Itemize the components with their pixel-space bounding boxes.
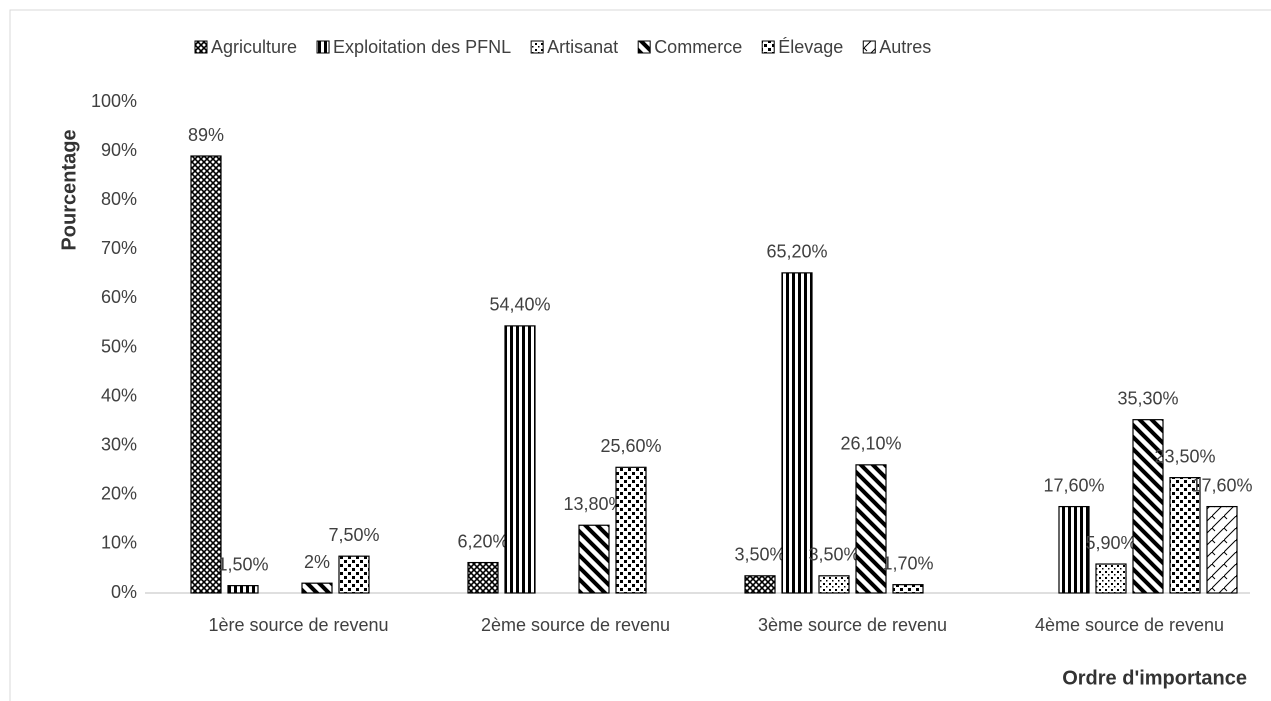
x-axis-title: Ordre d'importance [1062,667,1247,689]
bar [578,524,610,594]
legend-swatch [530,40,544,54]
legend-label: Élevage [778,37,843,57]
bar [338,555,370,594]
bar [467,561,499,594]
y-tick-label: 20% [101,484,137,504]
value-label: 54,40% [489,295,550,315]
legend-swatch [761,40,775,54]
bar [1095,563,1127,594]
bar [892,584,924,594]
x-tick-label: 4ème source de revenu [1035,615,1224,635]
bar [1132,419,1164,594]
x-tick-label: 2ème source de revenu [481,615,670,635]
y-tick-label: 90% [101,140,137,160]
value-label: 17,60% [1191,475,1252,495]
x-tick-label: 3ème source de revenu [758,615,947,635]
value-label: 13,80% [563,494,624,514]
y-tick-label: 70% [101,238,137,258]
bar [818,575,850,594]
bar [301,582,333,594]
legend-swatch [637,40,651,54]
value-label: 1,50% [217,554,268,574]
bar [855,464,887,594]
bar [1058,505,1090,594]
y-axis-title: Pourcentage [58,129,80,250]
y-tick-label: 60% [101,287,137,307]
value-label: 26,10% [840,434,901,454]
legend-swatch [862,40,876,54]
bar [504,325,536,594]
value-label: 3,50% [734,545,785,565]
legend-label: Agriculture [211,37,297,57]
y-tick-label: 0% [111,582,137,602]
legend-label: Exploitation des PFNL [333,37,511,57]
legend-label: Artisanat [547,37,618,57]
y-tick-label: 80% [101,189,137,209]
value-label: 5,90% [1085,533,1136,553]
legend-label: Autres [879,37,931,57]
y-tick-label: 40% [101,385,137,405]
bar [227,585,259,594]
value-label: 65,20% [766,242,827,262]
y-tick-label: 10% [101,533,137,553]
y-tick-label: 30% [101,434,137,454]
value-label: 1,70% [882,553,933,573]
y-tick-label: 100% [91,91,137,111]
legend-label: Commerce [654,37,742,57]
value-label: 35,30% [1117,388,1178,408]
bar [1206,505,1238,594]
value-label: 23,50% [1154,446,1215,466]
value-label: 89% [188,125,224,145]
legend-swatch [194,40,208,54]
legend-swatch [316,40,330,54]
value-label: 6,20% [457,531,508,551]
value-label: 2% [304,552,330,572]
bar [1169,477,1201,594]
x-tick-label: 1ère source de revenu [208,615,388,635]
value-label: 25,60% [600,436,661,456]
bar [190,155,222,594]
value-label: 3,50% [808,545,859,565]
chart-border [9,9,1271,701]
bar [615,466,647,594]
value-label: 17,60% [1043,475,1104,495]
value-label: 7,50% [328,525,379,545]
bar [781,272,813,594]
y-tick-label: 50% [101,336,137,356]
bar [744,575,776,594]
